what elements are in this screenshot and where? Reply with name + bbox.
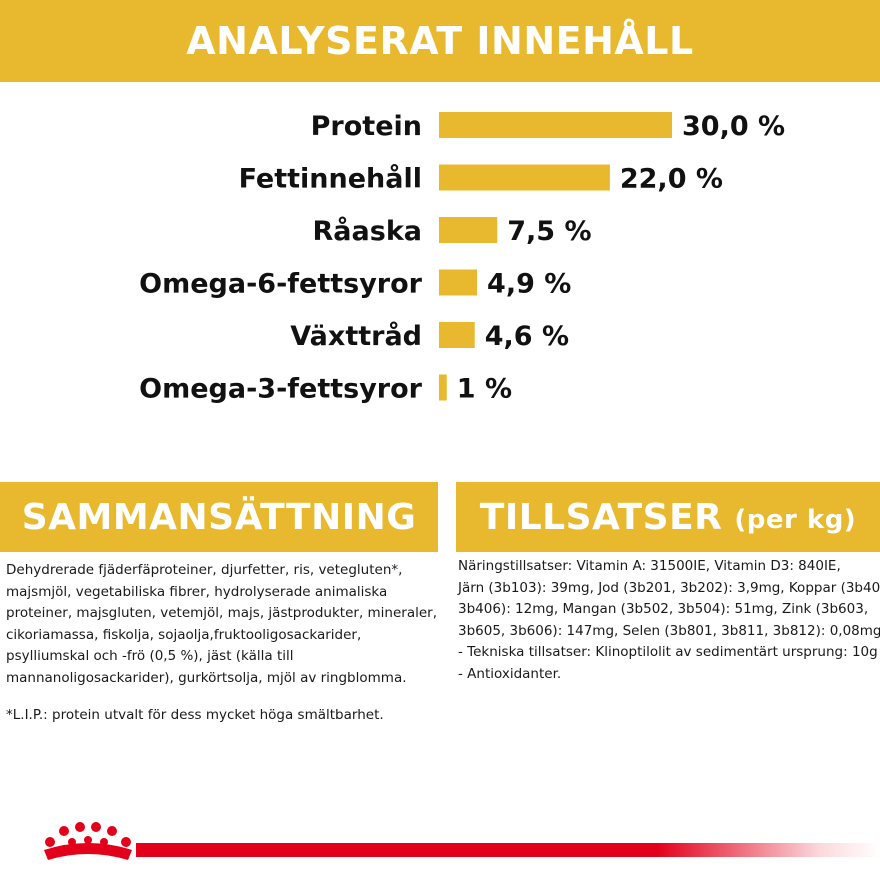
bar-value-label: 30,0 % xyxy=(682,111,785,142)
bar-value-label: 7,5 % xyxy=(507,216,591,247)
bar-omega-6-fettsyror xyxy=(439,269,478,296)
bar-value-label: 4,9 % xyxy=(487,269,571,300)
composition-line: mannanoligosackarider), gurkörtsolja, mj… xyxy=(6,669,407,686)
additives-line: 3b605, 3b606): 147mg, Selen (3b801, 3b81… xyxy=(458,622,880,639)
additives-line: 3b406): 12mg, Mangan (3b502, 3b504): 51m… xyxy=(458,601,869,617)
analysis-bar-chart: Protein 30,0 % Fettinnehåll 22,0 % Råaska 7,5… xyxy=(139,111,785,405)
bar-fettinnehåll xyxy=(439,164,610,191)
bar-value-label: 22,0 % xyxy=(620,164,723,195)
bar-råaska xyxy=(439,217,498,243)
bar-category-label: Omega-3-fettsyror xyxy=(139,374,423,405)
composition-line: cikoriamassa, fiskolja, sojaolja,fruktoo… xyxy=(6,626,362,643)
composition-text: Dehydrerade fjäderfäproteiner, djurfette… xyxy=(6,560,438,689)
bar-växttråd xyxy=(439,322,475,348)
additives-line: Järn (3b103): 39mg, Jod (3b201, 3b202): … xyxy=(458,579,880,596)
composition-line: majsmjöl, vegetabiliska fibrer, hydrolys… xyxy=(6,583,388,600)
composition-title: SAMMANSÄTTNING xyxy=(21,496,417,538)
additives-title-suffix: (per kg) xyxy=(734,505,857,535)
composition-footnote: *L.I.P.: protein utvalt för dess mycket … xyxy=(6,707,384,723)
bar-value-label: 4,6 % xyxy=(485,321,569,352)
brand-stripe xyxy=(136,843,880,857)
analysis-banner: ANALYSERAT INNEHÅLL xyxy=(0,0,880,82)
bar-protein xyxy=(439,112,672,138)
composition-banner: SAMMANSÄTTNING xyxy=(0,482,438,552)
additives-line: - Tekniska tillsatser: Klinoptilolit av … xyxy=(458,644,878,660)
bar-category-label: Råaska xyxy=(313,215,422,247)
bar-category-label: Växttråd xyxy=(290,320,422,352)
bar-category-label: Omega-6-fettsyror xyxy=(139,269,423,300)
bar-omega-3-fettsyror xyxy=(439,374,447,401)
additives-banner: TILLSATSER (per kg) xyxy=(456,482,880,552)
additives-title: TILLSATSER xyxy=(479,496,723,538)
additives-line: Näringstillsatser: Vitamin A: 31500IE, V… xyxy=(458,558,841,574)
bar-category-label: Protein xyxy=(311,111,422,142)
crown-icon xyxy=(44,822,132,860)
bar-value-label: 1 % xyxy=(457,374,512,405)
composition-line: Dehydrerade fjäderfäproteiner, djurfette… xyxy=(6,562,403,578)
bar-category-label: Fettinnehåll xyxy=(239,163,422,195)
additives-text: Näringstillsatser: Vitamin A: 31500IE, V… xyxy=(458,556,880,685)
composition-line: psylliumskal och -frö (0,5 %), jäst (käl… xyxy=(6,648,294,664)
composition-line: proteiner, majsgluten, vetemjöl, majs, j… xyxy=(6,605,438,621)
analysis-title: ANALYSERAT INNEHÅLL xyxy=(186,19,694,63)
additives-line: - Antioxidanter. xyxy=(458,665,562,682)
